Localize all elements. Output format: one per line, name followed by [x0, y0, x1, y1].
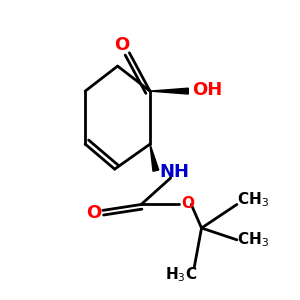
Text: H$_3$C: H$_3$C — [165, 266, 197, 284]
Text: O: O — [181, 196, 194, 211]
Polygon shape — [150, 144, 159, 171]
Text: NH: NH — [159, 163, 189, 181]
Text: OH: OH — [192, 81, 223, 99]
Polygon shape — [150, 88, 188, 94]
Text: CH$_3$: CH$_3$ — [237, 191, 269, 209]
Text: CH$_3$: CH$_3$ — [237, 230, 269, 249]
Text: O: O — [114, 36, 130, 54]
Text: O: O — [86, 204, 102, 222]
